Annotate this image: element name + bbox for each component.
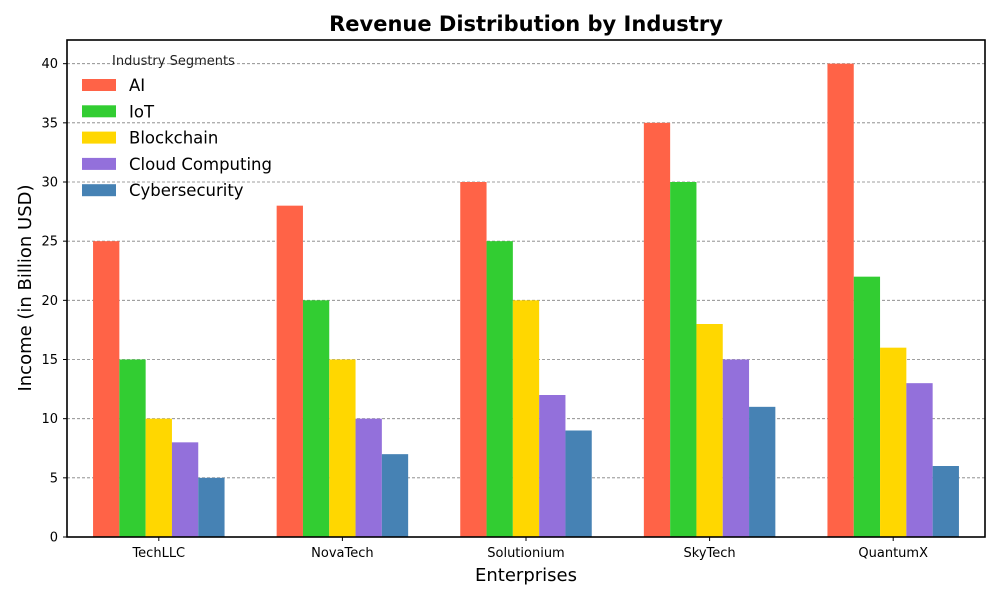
legend-swatch: [82, 184, 116, 197]
legend-label: Cloud Computing: [129, 155, 272, 174]
bar-cloud-computing-novatech: [355, 418, 382, 537]
x-axis-ticks: TechLLC NovaTech Solutionium SkyTech Quantum…: [131, 537, 928, 561]
x-tick-label: NovaTech: [311, 546, 373, 561]
bar-cybersecurity-quantumx: [932, 466, 959, 537]
y-tick-label: 0: [50, 531, 58, 546]
legend-items: AI IoT Blockchain Cloud Computing Cybersecur…: [82, 76, 272, 200]
bar-cybersecurity-skytech: [749, 406, 776, 537]
y-tick-label: 10: [41, 412, 58, 427]
bar-blockchain-techllc: [145, 418, 172, 537]
y-tick-label: 25: [41, 235, 58, 250]
x-axis-label: Enterprises: [475, 565, 577, 586]
bar-cloud-computing-techllc: [171, 442, 199, 537]
y-tick-label: 35: [41, 116, 58, 131]
legend-swatch: [82, 79, 116, 91]
bar-cloud-computing-quantumx: [906, 383, 933, 537]
legend-label: Blockchain: [129, 129, 218, 148]
bar-cybersecurity-novatech: [381, 454, 409, 537]
legend-swatch: [82, 131, 116, 144]
bar-iot-techllc: [119, 359, 146, 537]
bar-blockchain-solutionium: [512, 300, 540, 537]
legend-label: IoT: [129, 102, 155, 121]
bar-iot-skytech: [670, 182, 697, 537]
x-tick-label: QuantumX: [858, 546, 928, 561]
x-tick-label: TechLLC: [131, 546, 185, 561]
legend-swatch: [82, 105, 116, 118]
bar-ai-novatech: [276, 205, 303, 537]
bar-cloud-computing-skytech: [722, 359, 750, 537]
y-tick-label: 15: [41, 353, 58, 368]
bar-blockchain-novatech: [329, 359, 356, 537]
legend: Industry Segments AI IoT Blockchain Cloud C…: [82, 54, 272, 200]
bar-cybersecurity-techllc: [198, 477, 225, 537]
bar-cloud-computing-solutionium: [539, 395, 566, 537]
x-tick-label: Solutionium: [487, 546, 564, 561]
bar-cybersecurity-solutionium: [565, 430, 592, 537]
y-tick-label: 40: [41, 57, 58, 72]
bars: [93, 63, 959, 538]
legend-label: Cybersecurity: [129, 181, 244, 200]
y-tick-label: 20: [41, 294, 58, 309]
chart-title: Revenue Distribution by Industry: [329, 12, 723, 36]
y-tick-label: 5: [50, 471, 58, 486]
bar-iot-quantumx: [853, 276, 881, 537]
bar-blockchain-quantumx: [880, 347, 907, 537]
legend-title: Industry Segments: [112, 54, 235, 69]
bar-ai-quantumx: [827, 63, 854, 538]
bar-iot-novatech: [302, 300, 330, 537]
bar-ai-skytech: [643, 122, 671, 537]
bar-blockchain-skytech: [696, 324, 723, 537]
y-axis-ticks: 0 5 10 15 20 25 30 35 40: [41, 57, 67, 546]
y-axis-label: Income (in Billion USD): [15, 184, 36, 391]
bar-iot-solutionium: [486, 241, 513, 537]
x-tick-label: SkyTech: [684, 546, 736, 561]
legend-label: AI: [129, 76, 145, 95]
legend-swatch: [82, 157, 116, 170]
bar-ai-techllc: [93, 241, 120, 537]
y-tick-label: 30: [41, 176, 58, 191]
bar-ai-solutionium: [460, 182, 487, 537]
